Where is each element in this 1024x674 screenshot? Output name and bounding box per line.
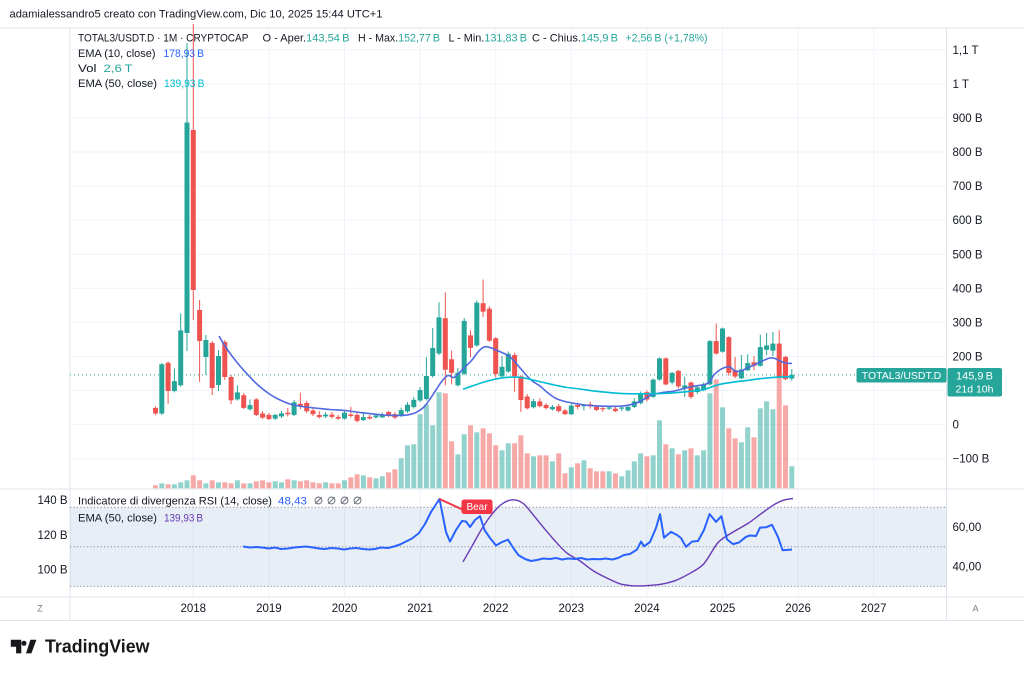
svg-text:A: A <box>972 604 978 614</box>
svg-text:−100 B: −100 B <box>953 454 990 466</box>
svg-text:139,93 B: 139,93 B <box>164 78 205 90</box>
svg-text:21d 10h: 21d 10h <box>956 384 994 396</box>
svg-text:140 B: 140 B <box>37 495 67 507</box>
svg-text:2023: 2023 <box>559 603 585 615</box>
svg-text:2022: 2022 <box>483 603 509 615</box>
svg-text:+2,56 B (+1,78%): +2,56 B (+1,78%) <box>626 33 708 45</box>
svg-text:800 B: 800 B <box>953 147 983 159</box>
svg-text:Indicatore di divergenza RSI (: Indicatore di divergenza RSI (14, close) <box>78 496 272 508</box>
svg-text:700 B: 700 B <box>953 181 983 193</box>
svg-text:2,6 T: 2,6 T <box>104 63 133 75</box>
svg-text:TOTAL3/USDT.D · 1M · CRYPTOCAP: TOTAL3/USDT.D · 1M · CRYPTOCAP <box>78 33 249 45</box>
svg-text:2018: 2018 <box>181 603 207 615</box>
svg-text:300 B: 300 B <box>953 317 983 329</box>
svg-text:2019: 2019 <box>256 603 282 615</box>
svg-text:1 T: 1 T <box>953 79 969 91</box>
svg-text:O - Aper.143,54 B: O - Aper.143,54 B <box>263 33 350 45</box>
svg-text:TradingView: TradingView <box>45 635 150 656</box>
svg-text:139,93 B: 139,93 B <box>164 513 203 525</box>
svg-text:40,00: 40,00 <box>953 562 982 574</box>
svg-text:C - Chius.145,9 B: C - Chius.145,9 B <box>532 33 618 45</box>
svg-text:400 B: 400 B <box>953 283 983 295</box>
svg-text:145,9 B: 145,9 B <box>956 371 993 383</box>
svg-text:EMA (10, close): EMA (10, close) <box>78 48 156 60</box>
svg-text:178,93 B: 178,93 B <box>164 48 205 60</box>
svg-text:120 B: 120 B <box>37 530 67 542</box>
svg-text:TOTAL3/USDT.D: TOTAL3/USDT.D <box>862 370 942 382</box>
svg-text:200 B: 200 B <box>953 351 983 363</box>
svg-text:Z: Z <box>37 604 43 614</box>
svg-text:500 B: 500 B <box>953 249 983 261</box>
svg-text:900 B: 900 B <box>953 113 983 125</box>
svg-text:600 B: 600 B <box>953 215 983 227</box>
svg-text:Bear: Bear <box>466 502 488 513</box>
svg-text:0: 0 <box>953 420 959 432</box>
svg-text:EMA (50, close): EMA (50, close) <box>78 78 157 90</box>
svg-text:2025: 2025 <box>710 603 736 615</box>
svg-text:2021: 2021 <box>407 603 433 615</box>
svg-text:EMA (50, close): EMA (50, close) <box>78 513 157 525</box>
svg-text:2027: 2027 <box>861 603 887 615</box>
svg-text:2026: 2026 <box>785 603 811 615</box>
svg-text:60,00: 60,00 <box>953 522 982 534</box>
svg-text:H - Max.152,77 B: H - Max.152,77 B <box>358 33 440 45</box>
svg-text:2024: 2024 <box>634 603 660 615</box>
svg-text:48,43: 48,43 <box>278 496 307 508</box>
svg-text:2020: 2020 <box>332 603 358 615</box>
svg-text:L - Min.131,83 B: L - Min.131,83 B <box>449 33 528 45</box>
svg-text:adamialessandro5 creato con Tr: adamialessandro5 creato con TradingView.… <box>10 9 383 21</box>
svg-text:100 B: 100 B <box>37 565 67 577</box>
svg-text:1,1 T: 1,1 T <box>953 45 979 57</box>
svg-text:Vol: Vol <box>78 63 97 75</box>
